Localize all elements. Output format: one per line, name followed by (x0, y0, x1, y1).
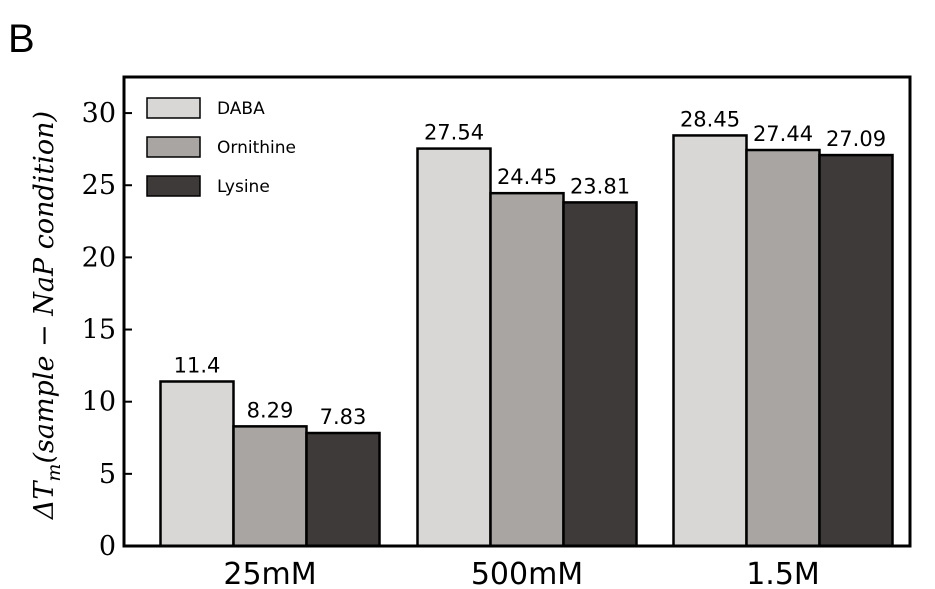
data-label: 27.09 (826, 127, 886, 151)
bar-daba-25mm (159, 380, 235, 548)
x-axis-labels: 25mM 500mM 1.5M (223, 557, 819, 589)
x-tick-label: 500mM (471, 557, 583, 589)
data-label: 7.83 (320, 405, 367, 429)
data-label: 8.29 (247, 398, 294, 422)
bar-lysine-500mm (562, 201, 638, 548)
data-label: 27.44 (753, 122, 813, 146)
plot-frame (122, 75, 912, 548)
bar-lysine-25mm (305, 431, 381, 548)
legend-label-lysine: Lysine (217, 177, 270, 197)
data-label: 28.45 (680, 107, 740, 131)
panel-label: B (8, 17, 35, 61)
x-tick-label: 25mM (223, 557, 316, 589)
legend-label-daba: DABA (217, 99, 265, 119)
y-tick-label: 20 (82, 242, 116, 273)
bars-group (159, 134, 894, 548)
bar-ornithine-500mm (489, 191, 565, 548)
bar-lysine-1_5m (818, 153, 894, 548)
legend-swatch-ornithine (146, 136, 201, 158)
data-label: 11.4 (174, 353, 221, 377)
y-axis-title-rest: (sample − NaP condition) (29, 111, 60, 464)
data-label: 27.54 (424, 121, 484, 145)
y-tick-label: 0 (99, 531, 116, 562)
y-axis-ticks: 0 5 10 15 20 25 30 (82, 98, 132, 562)
y-tick-label: 25 (82, 170, 116, 201)
y-axis-title: ΔTm(sample − NaP condition) (29, 111, 65, 520)
bar-daba-1_5m (672, 134, 748, 548)
y-tick-label: 10 (82, 387, 116, 418)
data-label: 23.81 (570, 174, 630, 198)
legend: DABA Ornithine Lysine (146, 97, 296, 197)
bar-ornithine-1_5m (745, 148, 821, 548)
data-labels-group: 11.4 8.29 7.83 27.54 24.45 23.81 28.45 27.44 27.… (174, 107, 886, 429)
y-tick-label: 5 (99, 459, 116, 490)
legend-swatch-lysine (146, 175, 201, 197)
bar-daba-500mm (416, 147, 492, 548)
x-tick-label: 1.5M (746, 557, 820, 589)
data-label: 24.45 (497, 165, 557, 189)
y-tick-label: 15 (82, 315, 116, 346)
y-axis-title-subscript: m (43, 464, 65, 482)
legend-label-ornithine: Ornithine (217, 138, 296, 158)
bar-ornithine-25mm (232, 425, 308, 548)
y-tick-label: 30 (82, 98, 116, 129)
legend-swatch-daba (146, 97, 201, 119)
y-axis-title-delta: ΔT (29, 480, 60, 520)
